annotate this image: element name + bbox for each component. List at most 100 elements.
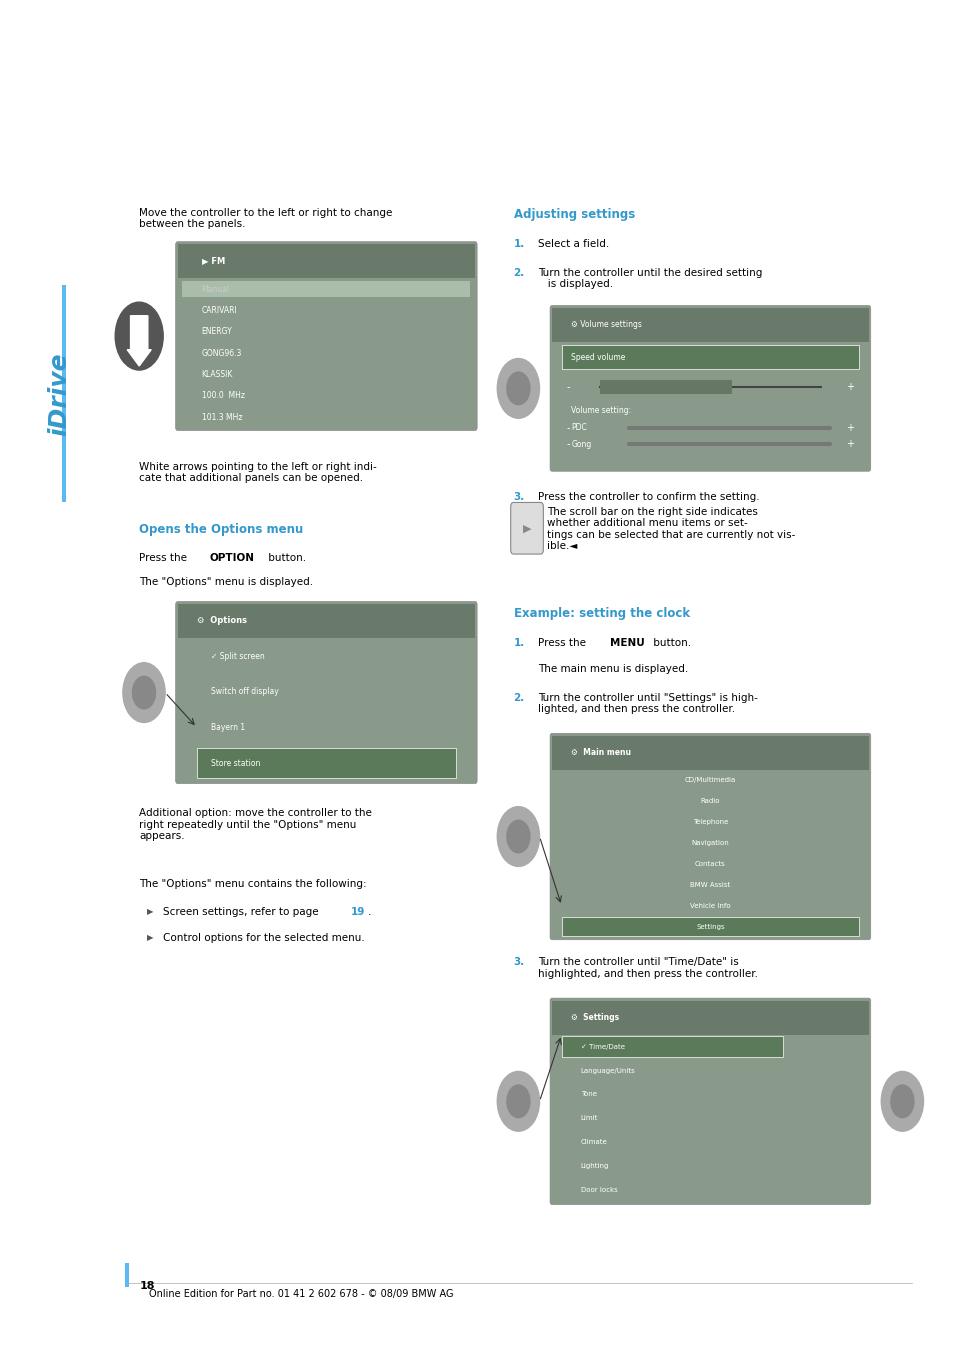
Text: 19: 19: [350, 907, 365, 917]
Text: Screen settings, refer to page: Screen settings, refer to page: [163, 907, 322, 917]
Bar: [182, 281, 470, 297]
Text: ⚙  Main menu: ⚙ Main menu: [571, 748, 632, 756]
Text: MENU: MENU: [610, 638, 644, 648]
Text: 1.: 1.: [514, 239, 525, 249]
Bar: [552, 736, 869, 770]
Text: Opens the Options menu: Opens the Options menu: [139, 523, 303, 536]
Bar: [562, 345, 859, 369]
Text: Speed volume: Speed volume: [571, 353, 626, 361]
Text: Control options for the selected menu.: Control options for the selected menu.: [163, 933, 365, 942]
Text: Adjusting settings: Adjusting settings: [514, 208, 635, 221]
Circle shape: [507, 1085, 530, 1118]
Text: 18: 18: [139, 1281, 155, 1290]
Text: ENERGY: ENERGY: [202, 327, 232, 337]
Text: iDrive: iDrive: [47, 352, 71, 436]
FancyBboxPatch shape: [550, 733, 871, 940]
Text: Manual: Manual: [202, 285, 229, 293]
Text: Press the: Press the: [538, 638, 588, 648]
Text: Telephone: Telephone: [693, 819, 728, 826]
Text: Press the: Press the: [139, 553, 190, 562]
Text: The scroll bar on the right side indicates
whether additional menu items or set-: The scroll bar on the right side indicat…: [547, 507, 796, 551]
Text: Limit: Limit: [581, 1115, 598, 1122]
Bar: [562, 918, 859, 936]
Text: 2.: 2.: [514, 693, 525, 702]
FancyArrow shape: [127, 316, 151, 367]
Text: Contacts: Contacts: [695, 861, 726, 866]
Circle shape: [132, 676, 156, 709]
Text: Door locks: Door locks: [581, 1187, 617, 1192]
FancyBboxPatch shape: [511, 502, 543, 554]
Text: The "Options" menu contains the following:: The "Options" menu contains the followin…: [139, 879, 367, 888]
Text: GONG96.3: GONG96.3: [202, 349, 242, 357]
Text: Settings: Settings: [696, 923, 725, 930]
Text: White arrows pointing to the left or right indi-
cate that additional panels can: White arrows pointing to the left or rig…: [139, 462, 377, 483]
Text: 3.: 3.: [514, 492, 525, 501]
Text: -: -: [566, 382, 570, 392]
FancyBboxPatch shape: [176, 242, 477, 430]
Text: Select a field.: Select a field.: [538, 239, 609, 249]
Text: Turn the controller until "Time/Date" is
highlighted, and then press the control: Turn the controller until "Time/Date" is…: [538, 957, 757, 979]
Bar: [600, 380, 732, 394]
Text: Gong: Gong: [571, 440, 591, 448]
Text: ▶: ▶: [523, 523, 531, 534]
Text: Vehicle Info: Vehicle Info: [690, 903, 731, 909]
Text: KLASSIK: KLASSIK: [202, 369, 233, 379]
Bar: [552, 1001, 869, 1035]
Text: CD/Multimedia: CD/Multimedia: [684, 777, 736, 784]
Text: Additional option: move the controller to the
right repeatedly until the "Option: Additional option: move the controller t…: [139, 808, 372, 841]
Text: Online Edition for Part no. 01 41 2 602 678 - © 08/09 BMW AG: Online Edition for Part no. 01 41 2 602 …: [149, 1289, 453, 1298]
Circle shape: [497, 1071, 540, 1131]
Text: ⚙  Options: ⚙ Options: [197, 617, 247, 625]
Text: +: +: [847, 439, 854, 449]
Text: -: -: [566, 422, 570, 433]
Circle shape: [497, 359, 540, 418]
Circle shape: [115, 301, 163, 371]
Text: +: +: [847, 422, 854, 433]
Text: ⚙  Settings: ⚙ Settings: [571, 1013, 619, 1021]
Text: Example: setting the clock: Example: setting the clock: [514, 607, 689, 621]
Text: button.: button.: [265, 553, 306, 562]
Text: ✓ Split screen: ✓ Split screen: [211, 652, 265, 660]
Text: Turn the controller until "Settings" is high-
lighted, and then press the contro: Turn the controller until "Settings" is …: [538, 693, 757, 714]
Text: OPTION: OPTION: [209, 553, 254, 562]
Text: Bayern 1: Bayern 1: [211, 722, 246, 732]
Circle shape: [123, 663, 165, 722]
Bar: [125, 1263, 129, 1287]
Bar: [178, 244, 475, 278]
Text: 2.: 2.: [514, 268, 525, 277]
Text: +: +: [847, 382, 854, 392]
Bar: [562, 1036, 783, 1058]
Text: PDC: PDC: [571, 424, 587, 432]
Bar: [178, 604, 475, 638]
Text: Radio: Radio: [701, 799, 720, 804]
Bar: [552, 308, 869, 342]
Text: Tone: Tone: [581, 1092, 597, 1097]
Text: Climate: Climate: [581, 1139, 608, 1145]
FancyBboxPatch shape: [550, 306, 871, 471]
Circle shape: [881, 1071, 924, 1131]
Circle shape: [891, 1085, 914, 1118]
Text: ⚙ Volume settings: ⚙ Volume settings: [571, 320, 642, 329]
Circle shape: [507, 372, 530, 405]
Circle shape: [507, 820, 530, 853]
Text: ▶: ▶: [147, 933, 154, 942]
Text: Switch off display: Switch off display: [211, 687, 279, 697]
Text: Press the controller to confirm the setting.: Press the controller to confirm the sett…: [538, 492, 759, 501]
FancyBboxPatch shape: [176, 602, 477, 784]
Circle shape: [497, 807, 540, 866]
Text: Move the controller to the left or right to change
between the panels.: Move the controller to the left or right…: [139, 208, 393, 230]
FancyBboxPatch shape: [550, 998, 871, 1205]
Text: ✓ Time/Date: ✓ Time/Date: [581, 1044, 625, 1050]
Bar: [62, 285, 66, 502]
Text: Lighting: Lighting: [581, 1162, 610, 1169]
Text: .: .: [368, 907, 372, 917]
Text: The main menu is displayed.: The main menu is displayed.: [538, 664, 688, 674]
Text: Language/Units: Language/Units: [581, 1067, 636, 1074]
Text: Navigation: Navigation: [691, 841, 730, 846]
Text: CARIVARI: CARIVARI: [202, 306, 237, 315]
Text: BMW Assist: BMW Assist: [690, 881, 731, 888]
Text: Turn the controller until the desired setting
   is displayed.: Turn the controller until the desired se…: [538, 268, 762, 289]
Text: ▶ FM: ▶ FM: [202, 257, 225, 265]
Text: 101.3 MHz: 101.3 MHz: [202, 413, 242, 421]
Bar: [197, 748, 456, 778]
